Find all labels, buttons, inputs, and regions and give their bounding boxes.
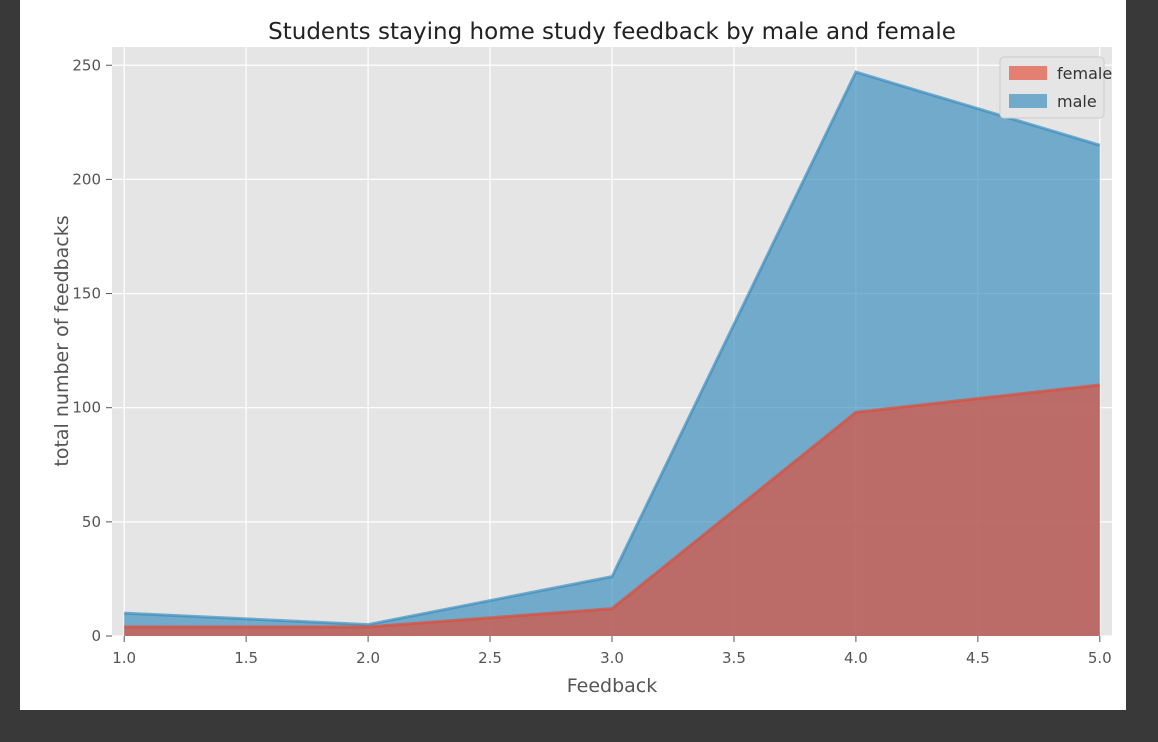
y-tick-label: 150 — [72, 285, 101, 303]
area-chart: Students staying home study feedback by … — [51, 19, 1112, 697]
y-tick-label: 50 — [82, 513, 101, 531]
y-tick-label: 250 — [72, 56, 101, 74]
x-tick-label: 4.0 — [844, 649, 868, 667]
y-tick-label: 200 — [72, 170, 101, 188]
y-tick-label: 0 — [91, 627, 101, 645]
x-tick-label: 3.5 — [722, 649, 746, 667]
x-tick-label: 4.5 — [966, 649, 990, 667]
x-tick-label: 2.5 — [478, 649, 502, 667]
legend: female male — [999, 56, 1112, 119]
x-tick-label: 1.0 — [112, 649, 136, 667]
legend-label-female: female — [1057, 64, 1112, 83]
x-axis-ticks: 1.0 1.5 2.0 2.5 3.0 3.5 4.0 4.5 5.0 — [112, 636, 1112, 667]
y-axis-label: total number of feedbacks — [51, 215, 73, 466]
x-tick-label: 2.0 — [356, 649, 380, 667]
series-line-female — [124, 383, 1100, 629]
legend-label-male: male — [1057, 92, 1097, 111]
y-tick-label: 100 — [72, 399, 101, 417]
x-tick-label: 3.0 — [600, 649, 624, 667]
series-area-female — [124, 384, 1100, 636]
chart-figure: Students staying home study feedback by … — [20, 0, 1126, 710]
chart-title: Students staying home study feedback by … — [268, 19, 956, 45]
series-areas — [124, 70, 1101, 636]
series-line-male — [124, 70, 1101, 627]
y-axis-ticks: 0 50 100 150 200 250 — [72, 56, 112, 645]
x-tick-label: 1.5 — [234, 649, 258, 667]
legend-swatch-male — [1009, 94, 1047, 108]
x-axis-label: Feedback — [567, 675, 657, 697]
legend-swatch-female — [1009, 66, 1047, 80]
x-tick-label: 5.0 — [1088, 649, 1112, 667]
